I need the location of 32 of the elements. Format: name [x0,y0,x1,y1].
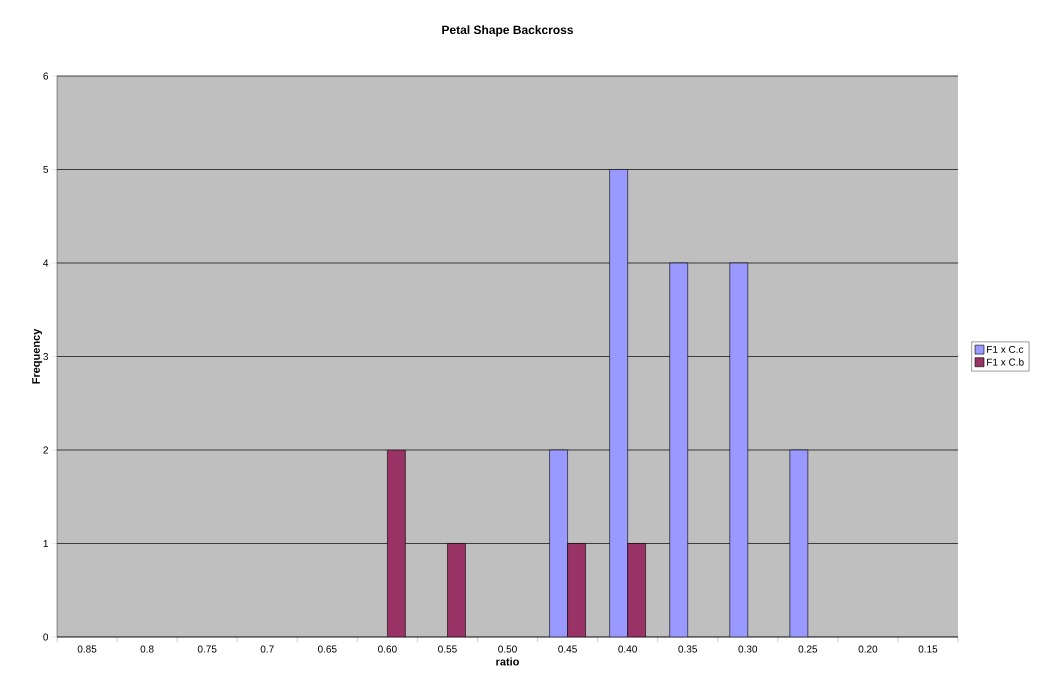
x-tick-label: 0.85 [77,645,97,653]
bar [729,262,749,637]
y-tick-label: 0 [43,633,49,641]
y-axis-title: Frequency [32,328,43,384]
x-axis-title: ratio [496,657,519,666]
x-tick-label: 0.15 [918,645,938,653]
y-tick-label: 3 [43,352,49,361]
x-tick-label: 0.65 [317,645,337,653]
x-tick-label: 0.45 [558,645,577,653]
x-tick-label: 0.40 [618,645,637,653]
legend-label: F1 x C.c [987,345,1024,353]
y-tick-label: 6 [43,72,49,80]
x-tick-label: 0.8 [140,645,154,653]
bar [669,262,688,637]
y-tick-label: 4 [43,259,49,267]
x-tick-label: 0.60 [378,645,397,653]
bar [789,449,809,637]
bar [549,449,568,637]
y-tick-label: 1 [43,540,48,547]
y-tick-label: 5 [43,165,49,173]
x-tick-label: 0.30 [738,645,758,653]
x-tick-label: 0.55 [438,645,457,653]
x-tick-label: 0.75 [197,645,217,653]
x-tick-label: 0.25 [798,645,818,653]
y-tick-label: 2 [43,446,48,454]
chart-title: Petal Shape Backcross [442,25,574,37]
legend-label: F1 x C.b [987,358,1024,366]
x-tick-label: 0.7 [260,645,274,653]
x-tick-label: 0.35 [678,645,698,653]
x-tick-label: 0.20 [858,645,878,653]
bar [609,169,628,637]
x-tick-label: 0.50 [498,645,517,653]
